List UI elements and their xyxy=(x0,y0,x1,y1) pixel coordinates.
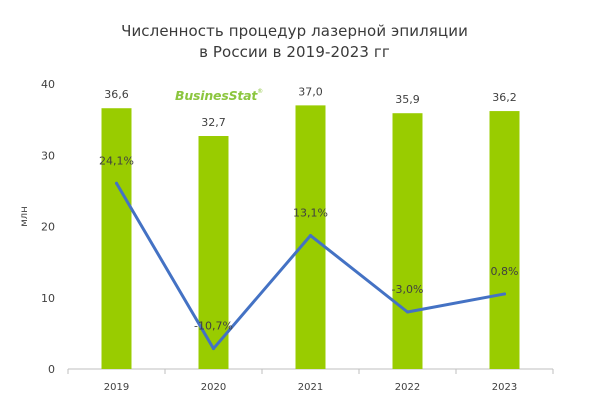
bar-value-label: 37,0 xyxy=(298,85,323,98)
bar-value-label: 32,7 xyxy=(201,116,226,129)
growth-point xyxy=(212,347,215,351)
growth-value-label: 13,1% xyxy=(293,207,328,220)
x-tick-label: 2020 xyxy=(201,382,226,393)
bar-value-label: 36,2 xyxy=(492,91,517,104)
growth-value-label: -10,7% xyxy=(194,320,233,333)
businesstat-logo: BusinesStat® xyxy=(175,88,263,103)
growth-point xyxy=(406,310,409,314)
growth-point xyxy=(115,181,118,185)
y-axis-label: млн xyxy=(19,206,30,226)
growth-point xyxy=(309,234,312,238)
x-tick-label: 2021 xyxy=(298,382,323,393)
growth-point xyxy=(503,292,506,296)
y-tick-label: 30 xyxy=(41,149,55,162)
y-tick-label: 0 xyxy=(48,363,55,376)
chart-title-line-1: Численность процедур лазерной эпиляции xyxy=(121,22,468,40)
bar xyxy=(489,111,520,369)
bar-value-label: 36,6 xyxy=(104,88,129,101)
y-tick-label: 20 xyxy=(41,221,55,234)
bar xyxy=(392,113,423,370)
x-tick-label: 2019 xyxy=(104,382,129,393)
growth-value-label: 0,8% xyxy=(491,265,519,278)
bar xyxy=(101,108,132,369)
y-tick-label: 10 xyxy=(41,292,55,305)
chart-title-line-2: в России в 2019-2023 гг xyxy=(199,43,390,61)
growth-value-label: -3,0% xyxy=(392,283,424,296)
growth-value-label: 24,1% xyxy=(99,154,134,167)
x-tick-label: 2023 xyxy=(492,382,517,393)
y-tick-label: 40 xyxy=(41,78,55,91)
x-tick-label: 2022 xyxy=(395,382,420,393)
logo-text: BusinesStat xyxy=(175,88,258,103)
registered-mark: ® xyxy=(257,88,263,95)
bar-value-label: 35,9 xyxy=(395,93,420,106)
